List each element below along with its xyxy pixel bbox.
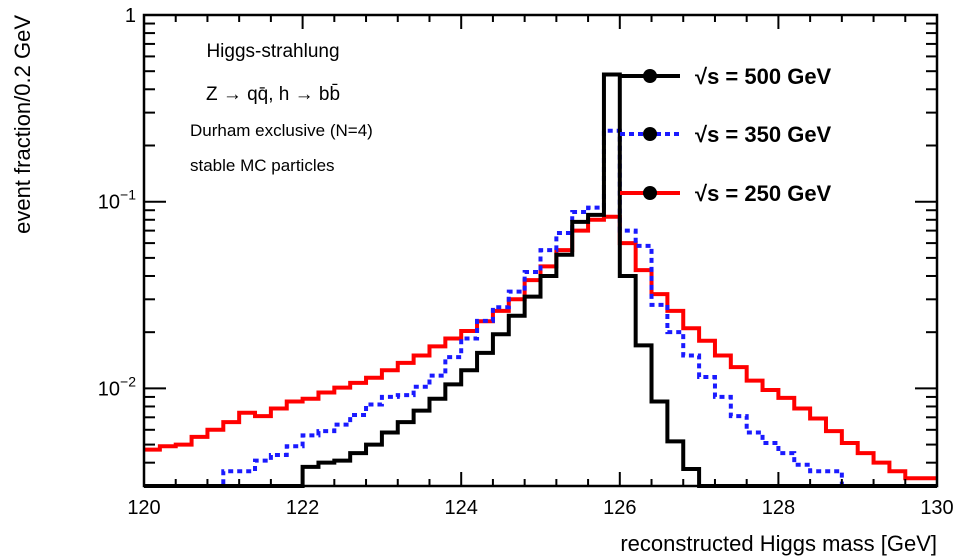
annotation-layer: Higgs-strahlung Z → qq̄, h → bb̄ Durham ex… [190,41,373,175]
annotation-2: Durham exclusive (N=4) [190,121,373,140]
series-line-2 [144,214,937,481]
series-line-1 [144,128,937,488]
y-tick-label: 10−2 [98,373,136,400]
legend-label-2: √s = 250 GeV [695,181,832,206]
legend-label-0: √s = 500 GeV [695,64,832,89]
annotation-0: Higgs-strahlung [206,41,339,62]
x-tick-label: 128 [762,497,795,519]
x-tick-label: 122 [286,497,319,519]
y-axis-label: event fraction/0.2 GeV [10,15,35,234]
x-axis-label: reconstructed Higgs mass [GeV] [620,531,937,556]
legend-label-1: √s = 350 GeV [695,122,832,147]
legend-layer: √s = 500 GeV √s = 350 GeV √s = 250 GeV [620,64,832,206]
x-tick-label: 126 [603,497,636,519]
x-tick-label: 124 [445,497,478,519]
legend-marker-1 [643,127,657,141]
legend-marker-2 [643,186,657,200]
annotation-1: Z → qq̄, h → bb̄ [206,84,340,105]
plot-frame [142,13,939,488]
annotation-3: stable MC particles [190,156,335,175]
y-tick-label: 1 [125,5,136,27]
x-tick-label: 120 [127,497,160,519]
x-tick-label: 130 [920,497,953,519]
legend-marker-0 [643,69,657,83]
y-tick-label: 10−1 [98,187,136,214]
axes-layer: 120 122 124 126 128 130 1 10−1 10−2 [98,5,954,519]
